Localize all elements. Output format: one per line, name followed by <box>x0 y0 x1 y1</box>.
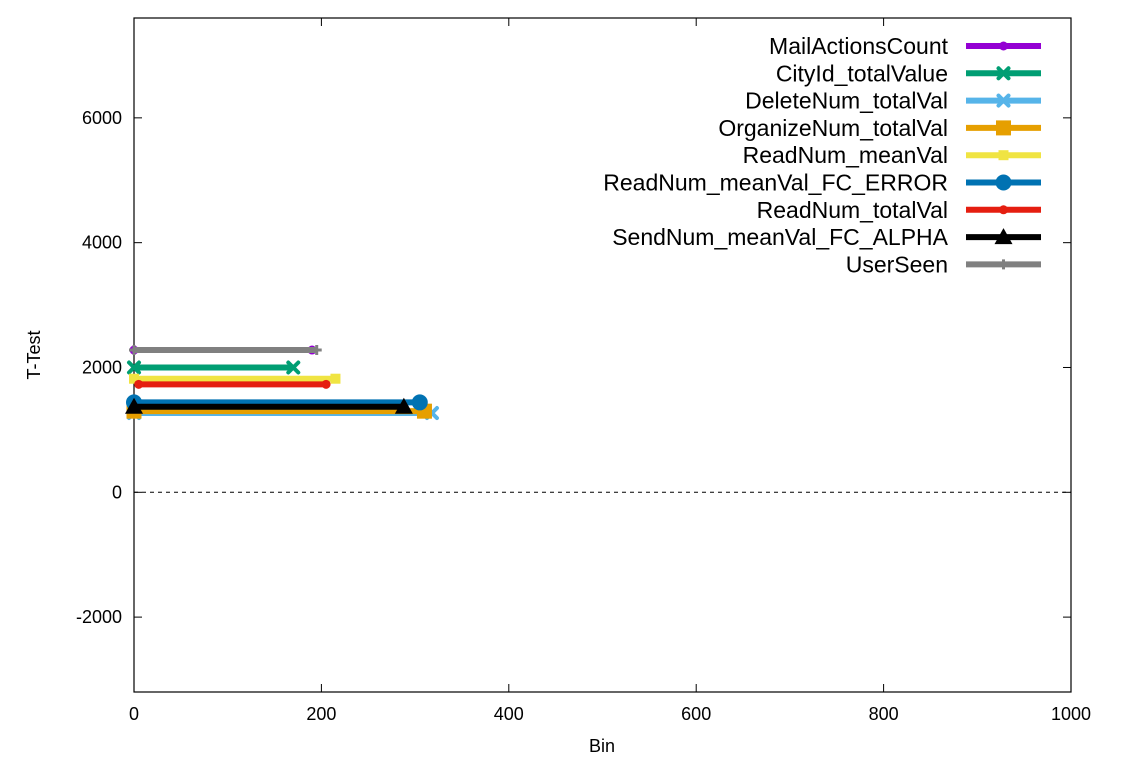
series-point <box>286 360 301 375</box>
x-tick-label: 800 <box>869 704 899 724</box>
legend-label: CityId_totalValue <box>776 60 948 86</box>
series-point <box>311 345 322 356</box>
series-point <box>394 397 413 414</box>
legend-marker <box>998 259 1009 270</box>
series-point <box>127 360 141 375</box>
legend-marker <box>995 174 1012 191</box>
x-tick-label: 200 <box>306 704 336 724</box>
legend-label: OrganizeNum_totalVal <box>718 115 948 141</box>
legend-marker <box>996 120 1011 136</box>
series-7 <box>125 397 413 414</box>
series-4 <box>129 373 341 384</box>
x-tick-label: 600 <box>681 704 711 724</box>
legend-entry: CityId_totalValue <box>776 60 1041 86</box>
legend-label: DeleteNum_totalVal <box>745 88 948 114</box>
legend-entry: ReadNum_meanVal_FC_ERROR <box>603 170 1041 196</box>
x-tick-label: 400 <box>494 704 524 724</box>
legend-label: UserSeen <box>846 251 948 277</box>
legend-entry: SendNum_meanVal_FC_ALPHA <box>612 224 1041 250</box>
legend-label: MailActionsCount <box>769 33 949 59</box>
legend-marker <box>998 150 1009 161</box>
legend-label: ReadNum_meanVal <box>743 142 948 168</box>
series-point <box>321 379 331 389</box>
legend-marker <box>999 41 1008 51</box>
y-tick-label: 0 <box>112 482 122 502</box>
series-1 <box>127 360 301 375</box>
x-tick-label: 0 <box>129 704 139 724</box>
series-point <box>129 345 139 356</box>
legend-label: ReadNum_totalVal <box>757 197 948 223</box>
legend-entry: OrganizeNum_totalVal <box>718 115 1041 141</box>
series-point <box>330 373 341 384</box>
legend-entry: UserSeen <box>846 251 1041 277</box>
y-tick-label: 4000 <box>82 233 122 253</box>
y-tick-label: -2000 <box>76 607 122 627</box>
series-point <box>125 397 143 414</box>
legend-label: ReadNum_meanVal_FC_ERROR <box>603 170 948 196</box>
legend-marker <box>996 66 1011 81</box>
x-axis-label: Bin <box>589 736 615 756</box>
legend-entry: ReadNum_totalVal <box>757 197 1041 223</box>
legend-label: SendNum_meanVal_FC_ALPHA <box>612 224 948 250</box>
y-tick-label: 6000 <box>82 108 122 128</box>
series-layer <box>125 345 439 421</box>
y-axis-label: T-Test <box>24 330 44 379</box>
legend-entry: ReadNum_meanVal <box>743 142 1041 168</box>
series-6 <box>134 379 331 389</box>
legend: MailActionsCountCityId_totalValueDeleteN… <box>603 33 1041 277</box>
series-point <box>134 379 144 389</box>
series-point <box>129 373 139 384</box>
series-point <box>411 394 428 411</box>
legend-marker <box>999 205 1008 215</box>
legend-marker <box>994 228 1013 245</box>
y-tick-label: 2000 <box>82 357 122 377</box>
x-tick-label: 1000 <box>1051 704 1091 724</box>
series-8 <box>129 345 322 356</box>
legend-marker <box>996 93 1011 108</box>
axis-ticks: 0 200 400 600 800 1000 -2000 0 2000 4000 6000 <box>76 18 1091 724</box>
legend-entry: DeleteNum_totalVal <box>745 88 1041 114</box>
legend-entry: MailActionsCount <box>769 33 1041 59</box>
